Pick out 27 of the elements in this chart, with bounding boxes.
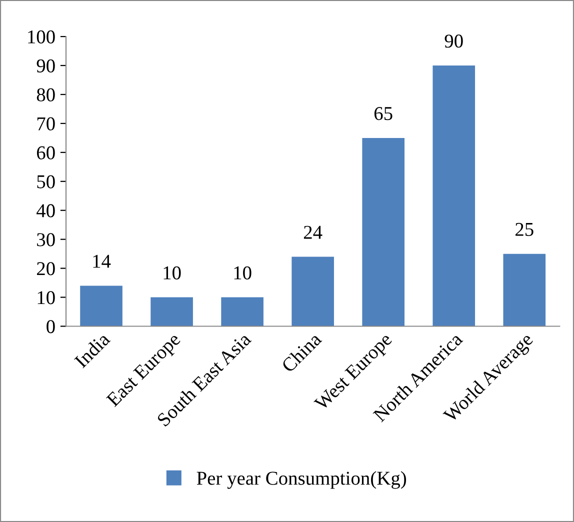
y-tick-label: 100: [28, 30, 55, 44]
y-tick-label: 50: [37, 175, 55, 188]
y-tick-label: 0: [46, 320, 55, 334]
data-label: 10: [234, 266, 252, 280]
y-tick-label: 10: [38, 291, 55, 304]
y-tick-label: 90: [36, 59, 55, 72]
y-tick-label: 30: [37, 233, 55, 246]
data-label: 10: [164, 266, 181, 280]
y-tick-label: 80: [36, 88, 55, 102]
bar: [150, 297, 193, 326]
bar: [80, 286, 122, 326]
data-label: 14: [93, 254, 111, 268]
y-tick-label: 60: [36, 146, 55, 160]
bar: [503, 254, 546, 326]
bar: [292, 256, 334, 326]
y-tick-label: 20: [37, 262, 55, 276]
data-label: 25: [516, 222, 534, 236]
data-label: 65: [374, 107, 392, 120]
bar: [432, 66, 476, 326]
y-tick-label: 40: [36, 204, 55, 218]
legend-label: Per year Consumption(Kg): [196, 471, 406, 489]
bar: [362, 138, 405, 326]
x-tick-label: India: [74, 331, 111, 369]
y-tick-label: 70: [37, 117, 55, 130]
data-label: 90: [444, 34, 463, 48]
data-label: 24: [304, 226, 322, 239]
bar: [221, 297, 264, 326]
